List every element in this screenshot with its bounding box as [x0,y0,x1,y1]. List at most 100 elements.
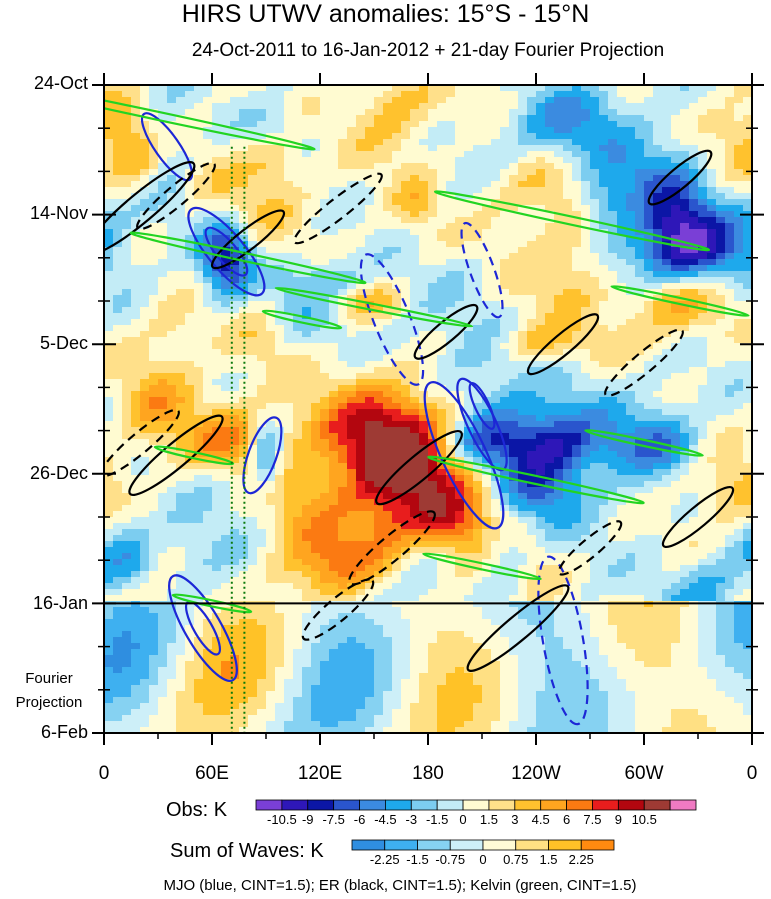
heat-cell [284,493,293,499]
heat-cell [365,229,374,235]
heat-cell [131,427,140,433]
heat-cell [374,283,383,289]
chart-subtitle: 24-Oct-2011 to 16-Jan-2012 + 21-day Four… [191,40,665,61]
heat-cell [104,349,113,355]
heat-cell [185,157,194,163]
heat-cell [482,289,491,295]
heat-cell [221,139,230,145]
heat-cell [167,109,176,115]
heat-cell [428,481,437,487]
heat-cell [356,127,365,133]
heat-cell [743,193,752,199]
heat-cell [275,97,284,103]
heat-cell [140,241,149,247]
heat-cell [149,253,158,259]
heat-cell [266,91,275,97]
heat-cell [599,367,608,373]
heat-cell [167,247,176,253]
heat-cell [374,247,383,253]
heat-cell [482,139,491,145]
heat-cell [221,169,230,175]
heat-cell [374,193,383,199]
heat-cell [617,157,626,163]
heat-cell [131,139,140,145]
heat-cell [482,109,491,115]
heat-cell [671,115,680,121]
heat-cell [122,475,131,481]
heat-cell [149,439,158,445]
heat-cell [608,295,617,301]
heat-cell [473,235,482,241]
heat-cell [572,145,581,151]
heat-cell [716,337,725,343]
heat-cell [410,313,419,319]
heat-cell [383,205,392,211]
heat-cell [743,421,752,427]
heat-cell [302,247,311,253]
heat-cell [635,391,644,397]
heat-cell [644,457,653,463]
heat-cell [194,499,203,505]
heat-cell [257,199,266,205]
heat-cell [140,301,149,307]
heat-cell [698,145,707,151]
heat-cell [491,421,500,427]
heat-cell [509,325,518,331]
heat-cell [437,109,446,115]
heat-cell [158,163,167,169]
heat-cell [581,169,590,175]
heat-cell [716,211,725,217]
heat-cell [680,109,689,115]
heat-cell [194,349,203,355]
heat-cell [698,193,707,199]
heat-cell [689,487,698,493]
heat-cell [410,235,419,241]
heat-cell [554,157,563,163]
heat-cell [716,307,725,313]
heat-cell [509,487,518,493]
heat-cell [266,457,275,463]
heat-cell [581,187,590,193]
heat-cell [113,343,122,349]
heat-cell [122,397,131,403]
heat-cell [572,361,581,367]
heat-cell [365,487,374,493]
heat-cell [140,481,149,487]
heat-cell [194,175,203,181]
heat-cell [653,271,662,277]
heat-cell [302,445,311,451]
heat-cell [446,199,455,205]
heat-cell [653,265,662,271]
heat-cell [500,415,509,421]
heat-cell [131,355,140,361]
heat-cell [635,109,644,115]
heat-cell [392,211,401,217]
heat-cell [239,337,248,343]
heat-cell [320,271,329,277]
heat-cell [473,163,482,169]
heat-cell [392,205,401,211]
heat-cell [707,361,716,367]
heat-cell [221,385,230,391]
heat-cell [599,115,608,121]
heat-cell [428,223,437,229]
heat-cell [356,373,365,379]
heat-cell [473,151,482,157]
heat-cell [365,475,374,481]
heat-cell [626,469,635,475]
heat-cell [572,271,581,277]
heat-cell [608,277,617,283]
heat-cell [599,151,608,157]
heat-cell [401,349,410,355]
heat-cell [698,163,707,169]
heat-cell [464,109,473,115]
heat-cell [572,487,581,493]
heat-cell [545,415,554,421]
heat-cell [221,283,230,289]
heat-cell [203,469,212,475]
heat-cell [392,97,401,103]
heat-cell [248,421,257,427]
heat-cell [401,241,410,247]
heat-cell [689,427,698,433]
heat-cell [725,385,734,391]
